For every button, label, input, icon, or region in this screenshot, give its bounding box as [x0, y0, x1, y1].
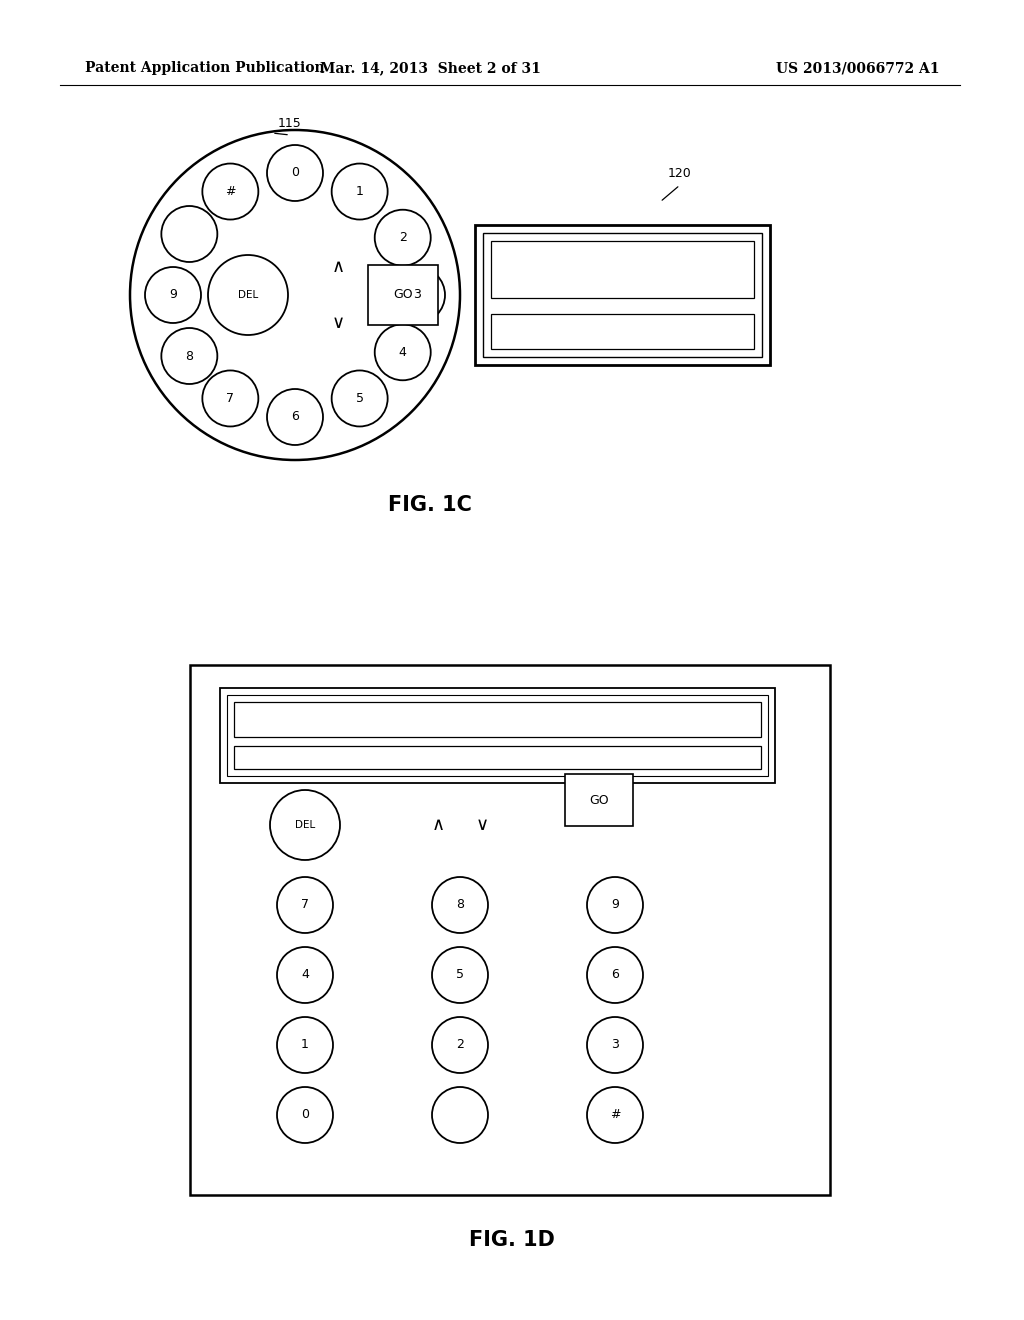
- Circle shape: [208, 255, 288, 335]
- Text: 5: 5: [355, 392, 364, 405]
- Text: 1: 1: [355, 185, 364, 198]
- Text: DEL: DEL: [295, 820, 315, 830]
- Text: ∧: ∧: [332, 257, 344, 276]
- Text: 0: 0: [301, 1109, 309, 1122]
- Circle shape: [587, 1086, 643, 1143]
- Text: Mar. 14, 2013  Sheet 2 of 31: Mar. 14, 2013 Sheet 2 of 31: [319, 61, 541, 75]
- Text: 120: 120: [668, 168, 692, 180]
- Text: DEL: DEL: [238, 290, 258, 300]
- Text: 7: 7: [226, 392, 234, 405]
- Circle shape: [267, 145, 323, 201]
- Circle shape: [587, 1016, 643, 1073]
- Text: 0: 0: [291, 166, 299, 180]
- Text: 9: 9: [611, 899, 618, 912]
- Bar: [234, 702, 761, 737]
- Text: 2: 2: [398, 231, 407, 244]
- Text: GO: GO: [393, 289, 413, 301]
- Text: 135: 135: [805, 748, 828, 762]
- Circle shape: [270, 789, 340, 861]
- Circle shape: [389, 267, 445, 323]
- Bar: [475, 224, 770, 366]
- Circle shape: [332, 371, 388, 426]
- Text: 115: 115: [279, 117, 302, 129]
- Circle shape: [203, 164, 258, 219]
- Bar: [368, 265, 438, 325]
- Text: 2: 2: [456, 1039, 464, 1052]
- Circle shape: [278, 876, 333, 933]
- Text: 6: 6: [291, 411, 299, 424]
- Text: #: #: [225, 185, 236, 198]
- Circle shape: [162, 327, 217, 384]
- Text: 3: 3: [413, 289, 421, 301]
- Text: 7: 7: [301, 899, 309, 912]
- Circle shape: [587, 876, 643, 933]
- Text: US 2013/0066772 A1: US 2013/0066772 A1: [776, 61, 940, 75]
- Text: ∨: ∨: [332, 314, 344, 333]
- Bar: [483, 234, 762, 356]
- Text: 8: 8: [456, 899, 464, 912]
- Circle shape: [162, 206, 217, 261]
- Text: 9: 9: [169, 289, 177, 301]
- Text: 4: 4: [398, 346, 407, 359]
- Bar: [220, 688, 775, 783]
- Text: 6: 6: [611, 969, 618, 982]
- Circle shape: [145, 267, 201, 323]
- Bar: [234, 746, 761, 770]
- Text: FIG. 1D: FIG. 1D: [469, 1230, 555, 1250]
- Text: #: #: [609, 1109, 621, 1122]
- Text: 4: 4: [301, 969, 309, 982]
- Circle shape: [278, 946, 333, 1003]
- Text: ∧: ∧: [431, 816, 444, 834]
- Circle shape: [203, 371, 258, 426]
- Text: 3: 3: [611, 1039, 618, 1052]
- Circle shape: [267, 389, 323, 445]
- Text: GO: GO: [589, 793, 609, 807]
- Circle shape: [278, 1016, 333, 1073]
- Bar: [227, 696, 768, 776]
- Text: Patent Application Publication: Patent Application Publication: [85, 61, 325, 75]
- Text: 5: 5: [456, 969, 464, 982]
- Circle shape: [432, 1086, 488, 1143]
- Bar: [190, 665, 830, 1195]
- Circle shape: [278, 1086, 333, 1143]
- Circle shape: [587, 946, 643, 1003]
- Bar: [490, 242, 754, 298]
- Circle shape: [332, 164, 388, 219]
- Text: 1: 1: [301, 1039, 309, 1052]
- Circle shape: [375, 325, 431, 380]
- Circle shape: [432, 1016, 488, 1073]
- Text: FIG. 1C: FIG. 1C: [388, 495, 472, 515]
- Circle shape: [432, 946, 488, 1003]
- Circle shape: [375, 210, 431, 265]
- Bar: [490, 314, 754, 348]
- Bar: [565, 774, 633, 826]
- Text: 8: 8: [185, 350, 194, 363]
- Text: ∨: ∨: [475, 816, 488, 834]
- Circle shape: [432, 876, 488, 933]
- Text: 140: 140: [805, 983, 828, 997]
